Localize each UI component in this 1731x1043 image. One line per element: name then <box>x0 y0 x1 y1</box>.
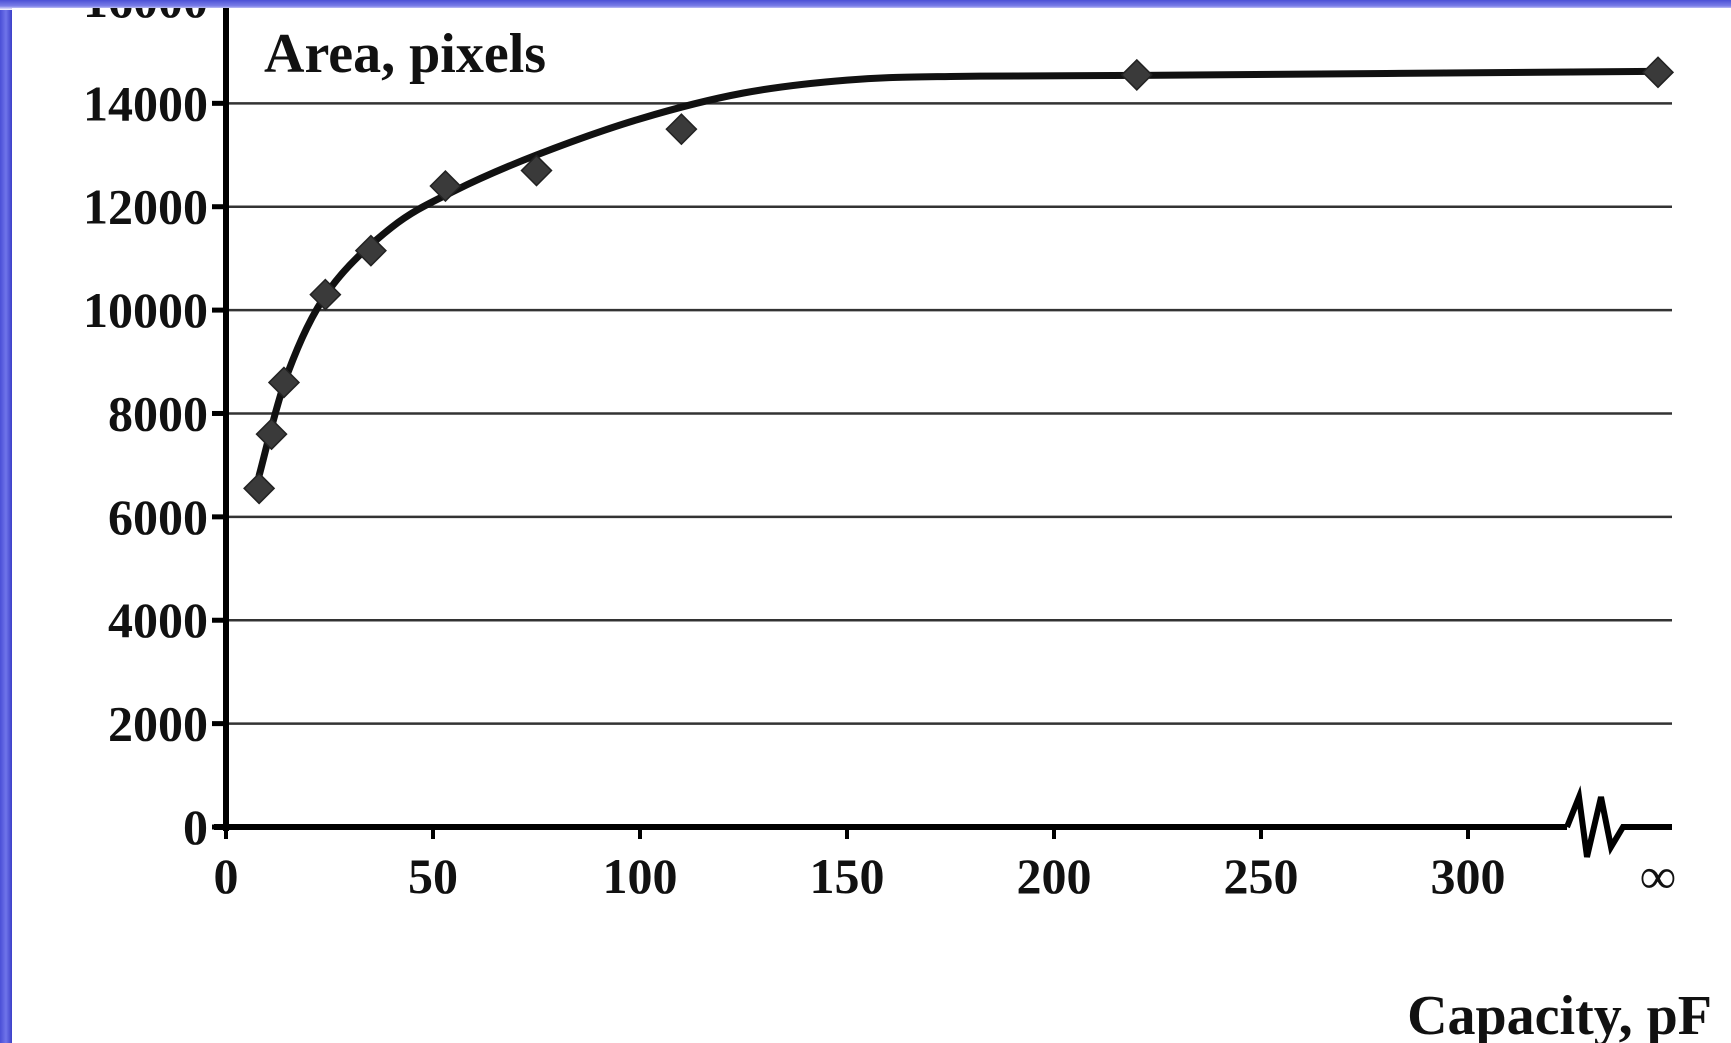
y-tick-label-4000: 4000 <box>108 592 208 648</box>
axes <box>212 8 1672 858</box>
y-tick-label-12000: 12000 <box>83 179 208 235</box>
data-point-4 <box>309 278 342 311</box>
y-tick-label-16000: 16000 <box>83 8 208 28</box>
trend-curve <box>255 67 1662 480</box>
trend-curve-group <box>255 67 1662 480</box>
y-tick-label-10000: 10000 <box>83 282 208 338</box>
data-point-6 <box>429 169 462 203</box>
y-tick-label-6000: 6000 <box>108 489 208 545</box>
y-tick-label-14000: 14000 <box>83 75 208 131</box>
x-tick-label-300: 300 <box>1431 848 1506 904</box>
x-axis-title: Capacity, pF <box>1407 985 1712 1043</box>
data-point-2 <box>255 418 288 451</box>
x-tick-label-200: 200 <box>1017 848 1092 904</box>
x-tick-label-250: 250 <box>1224 848 1299 904</box>
area-vs-capacity-chart: 0 2000 4000 6000 8000 10000 12000 14000 16000 0 5… <box>83 8 1712 1043</box>
data-point-1 <box>243 472 276 505</box>
x-axis-break <box>1564 785 1672 858</box>
data-point-7 <box>520 154 553 187</box>
x-tick-label-150: 150 <box>810 848 885 904</box>
data-point-9 <box>1120 58 1153 91</box>
data-point-10 <box>1641 56 1675 89</box>
x-tick-label-50: 50 <box>408 848 458 904</box>
data-point-5 <box>354 234 387 267</box>
x-tick-label-infinity: ∞ <box>1640 848 1676 904</box>
y-tick-label-8000: 8000 <box>108 385 208 441</box>
data-point-8 <box>665 113 698 146</box>
data-points <box>243 56 1675 505</box>
data-point-3 <box>267 366 301 399</box>
gridlines <box>226 102 1672 725</box>
x-tick-label-0: 0 <box>214 848 239 904</box>
y-tick-label-2000: 2000 <box>108 696 208 752</box>
top-border-band <box>0 0 1731 10</box>
y-tick-labels: 0 2000 4000 6000 8000 10000 12000 14000 16000 <box>83 8 208 855</box>
chart-panel: 0 2000 4000 6000 8000 10000 12000 14000 16000 0 5… <box>12 8 1731 1043</box>
y-tick-label-0: 0 <box>183 799 208 855</box>
x-tick-labels: 0 50 100 150 200 250 300 <box>214 848 1506 904</box>
y-axis-title: Area, pixels <box>264 23 546 85</box>
x-tick-label-100: 100 <box>603 848 678 904</box>
